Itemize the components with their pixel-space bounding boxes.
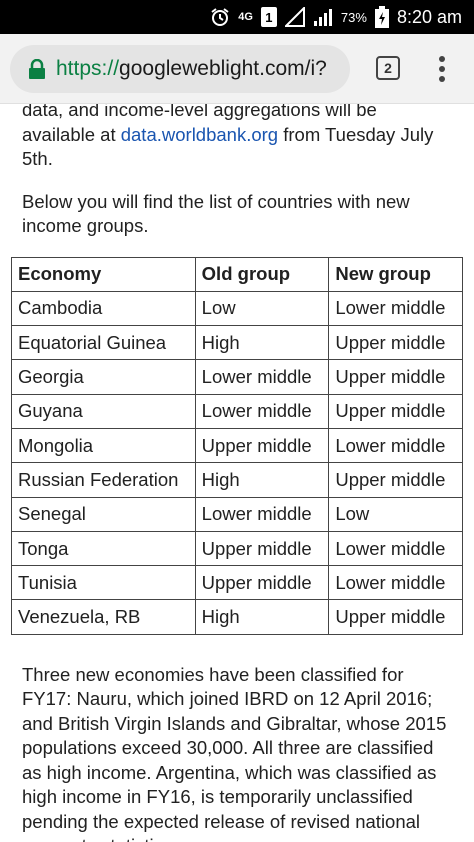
old-group-cell: Upper middle: [194, 427, 330, 464]
income-groups-table-wrap: Economy Old group New group Cambodia Low L…: [11, 256, 463, 635]
new-group-cell: Lower middle: [328, 530, 463, 567]
old-group-cell: Upper middle: [194, 565, 330, 601]
url-scheme: https://: [56, 56, 120, 80]
economy-cell: Guyana: [11, 393, 196, 429]
address-bar[interactable]: https://googleweblight.com/i?: [10, 44, 350, 93]
header-new-group: New group: [328, 256, 463, 292]
economy-cell: Georgia: [11, 359, 196, 395]
table-row: Guyana Lower middle Upper middle: [11, 393, 463, 429]
url-text[interactable]: https://googleweblight.com/i?: [56, 57, 327, 81]
network-type: 4G: [238, 11, 253, 23]
new-group-cell: Upper middle: [328, 599, 463, 635]
new-group-cell: Lower middle: [328, 427, 463, 464]
economy-cell: Tonga: [11, 530, 196, 567]
new-group-cell: Lower middle: [328, 565, 463, 601]
header-old-group: Old group: [194, 256, 330, 292]
alarm-icon: [210, 7, 230, 27]
economy-cell: Tunisia: [11, 565, 196, 601]
old-group-cell: High: [194, 462, 330, 498]
new-group-cell: Upper middle: [328, 462, 463, 498]
worldbank-link[interactable]: data.worldbank.org: [120, 123, 279, 145]
lock-icon[interactable]: [28, 58, 46, 79]
intro-text: data, and income-level aggregations will…: [22, 104, 377, 145]
url-domain: googleweblight.com/i?: [119, 56, 327, 80]
intro-text-end: from Tuesday July 5th.: [22, 123, 434, 170]
old-group-cell: Upper middle: [194, 530, 330, 567]
old-group-cell: High: [194, 599, 330, 635]
page-content: data, and income-level aggregations will…: [0, 104, 474, 842]
signal-icon-sim2: [313, 7, 333, 27]
browser-toolbar: https://googleweblight.com/i? 2: [0, 34, 474, 104]
overflow-menu-icon[interactable]: [436, 52, 448, 86]
tab-switcher-button[interactable]: 2: [376, 56, 400, 80]
table-row: Mongolia Upper middle Lower middle: [11, 427, 463, 464]
economy-cell: Equatorial Guinea: [11, 325, 196, 361]
closing-paragraph: Three new economies have been classified…: [22, 663, 447, 842]
new-group-cell: Lower middle: [328, 290, 463, 327]
new-group-cell: Upper middle: [328, 393, 463, 429]
new-group-cell: Upper middle: [328, 325, 463, 361]
new-group-cell: Upper middle: [328, 359, 463, 395]
old-group-cell: Lower middle: [194, 359, 330, 395]
old-group-cell: Low: [194, 290, 330, 327]
table-row: Tonga Upper middle Lower middle: [11, 530, 463, 567]
battery-charging-icon: [374, 6, 389, 28]
economy-cell: Venezuela, RB: [11, 599, 196, 635]
economy-cell: Senegal: [11, 496, 196, 532]
economy-cell: Russian Federation: [11, 462, 196, 498]
table-row: Venezuela, RB High Upper middle: [11, 599, 463, 635]
signal-icon-sim1: [284, 7, 305, 27]
header-economy: Economy: [11, 256, 196, 292]
income-groups-table: Economy Old group New group Cambodia Low L…: [11, 256, 463, 635]
list-intro-paragraph: Below you will find the list of countrie…: [22, 190, 410, 237]
economy-cell: Cambodia: [11, 290, 196, 327]
table-header-row: Economy Old group New group: [11, 256, 463, 292]
old-group-cell: Lower middle: [194, 393, 330, 429]
new-group-cell: Low: [328, 496, 463, 532]
status-bar: 4G 1 73% 8:20 am: [0, 0, 474, 34]
old-group-cell: High: [194, 325, 330, 361]
old-group-cell: Lower middle: [194, 496, 330, 532]
table-row: Georgia Lower middle Upper middle: [11, 359, 463, 395]
sim-indicator: 1: [260, 7, 277, 27]
table-row: Cambodia Low Lower middle: [11, 290, 463, 327]
clock: 8:20 am: [396, 6, 462, 27]
economy-cell: Mongolia: [11, 427, 196, 464]
intro-paragraph: data, and income-level aggregations will…: [22, 104, 452, 172]
table-row: Russian Federation High Upper middle: [11, 462, 463, 498]
table-row: Equatorial Guinea High Upper middle: [11, 325, 463, 361]
table-row: Tunisia Upper middle Lower middle: [11, 565, 463, 601]
table-row: Senegal Lower middle Low: [11, 496, 463, 532]
battery-percent: 73%: [340, 9, 367, 25]
